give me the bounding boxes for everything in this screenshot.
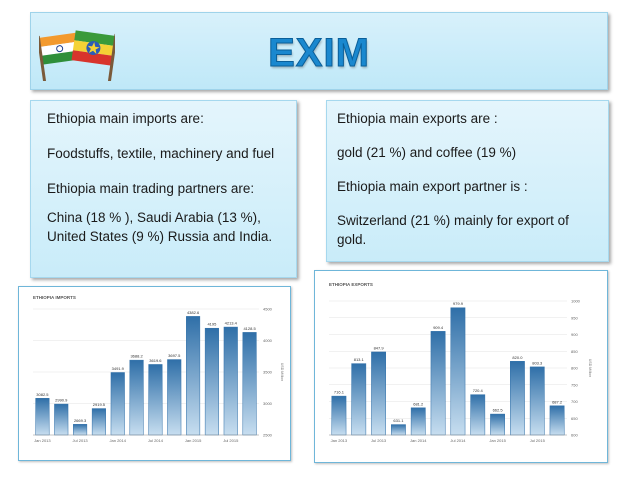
- y-tick-label: 4500: [263, 307, 273, 312]
- data-label: 847.9: [374, 345, 385, 350]
- exports-chart: ETHIOPIA EXPORTS 600 650 700 750 800 850 900 950…: [329, 282, 592, 443]
- exports-heading: Ethiopia main exports are :: [337, 111, 498, 126]
- data-label: 909.4: [433, 325, 444, 330]
- export-partner: Switzerland (21 %) mainly for export of …: [337, 213, 569, 247]
- bar: [242, 332, 257, 436]
- y-axis-label: USD Million: [280, 363, 284, 381]
- data-label: 3082.5: [36, 392, 49, 397]
- bar: [470, 394, 486, 436]
- chart-title: ETHIOPIA IMPORTS: [33, 295, 76, 300]
- bar: [450, 307, 466, 436]
- data-label: 2919.5: [93, 402, 106, 407]
- data-label: 4128.5: [243, 326, 256, 331]
- y-tick-label: 850: [571, 349, 578, 354]
- page-title: EXIM: [268, 31, 370, 76]
- y-tick-label: 750: [571, 382, 578, 387]
- data-label: 4195: [207, 322, 217, 327]
- data-label: 3697.5: [168, 353, 181, 358]
- partners-list: China (18 % ), Saudi Arabia (13 %), Unit…: [47, 210, 273, 244]
- x-tick-label: Jul 2014: [148, 438, 164, 443]
- bar: [549, 405, 565, 436]
- y-tick-label: 1000: [571, 299, 581, 304]
- bar: [430, 331, 446, 436]
- data-label: 3688.2: [130, 354, 143, 359]
- bar: [54, 403, 69, 436]
- y-tick-label: 3500: [263, 370, 273, 375]
- y-tick-label: 600: [571, 433, 578, 438]
- data-label: 813.1: [354, 357, 365, 362]
- data-label: 687.2: [552, 399, 563, 404]
- data-label: 979.9: [453, 301, 464, 306]
- x-tick-label: Jan 2013: [331, 438, 348, 443]
- data-label: 662.5: [493, 408, 504, 413]
- y-tick-label: 650: [571, 416, 578, 421]
- bar: [351, 363, 367, 436]
- bar: [371, 351, 386, 436]
- bar: [204, 327, 219, 436]
- x-tick-label: Jul 2015: [530, 438, 546, 443]
- x-tick-label: Jul 2015: [223, 438, 239, 443]
- bar: [129, 359, 144, 436]
- x-tick-label: Jul 2013: [371, 438, 387, 443]
- data-label: 716.1: [334, 390, 345, 395]
- x-tick-label: Jan 2014: [410, 438, 427, 443]
- x-tick-label: Jul 2013: [73, 438, 89, 443]
- y-tick-label: 4000: [263, 338, 273, 343]
- bar: [510, 361, 525, 436]
- imports-chart: ETHIOPIA IMPORTS 2500 3000 3500 4000 4500 3082…: [33, 295, 284, 443]
- x-tick-label: Jul 2014: [450, 438, 466, 443]
- bar: [490, 413, 505, 436]
- y-tick-label: 950: [571, 315, 578, 320]
- imports-items: Foodstuffs, textile, machinery and fuel: [47, 146, 275, 161]
- x-tick-label: Jan 2015: [489, 438, 506, 443]
- bar: [110, 372, 125, 436]
- bar: [331, 395, 347, 436]
- data-label: 631.1: [393, 418, 404, 423]
- partners-heading: Ethiopia main trading partners are:: [47, 181, 255, 196]
- y-tick-label: 3000: [263, 401, 273, 406]
- chart-title: ETHIOPIA EXPORTS: [329, 282, 373, 287]
- x-tick-label: Jan 2014: [110, 438, 127, 443]
- imports-heading: Ethiopia main imports are:: [47, 111, 204, 126]
- export-partner-heading: Ethiopia main export partner is :: [337, 179, 528, 194]
- data-label: 803.3: [532, 360, 543, 365]
- y-tick-label: 900: [571, 332, 578, 337]
- bar: [148, 364, 163, 436]
- data-label: 2669.3: [74, 418, 87, 423]
- bar: [223, 326, 238, 436]
- data-label: 720.4: [473, 388, 484, 393]
- data-label: 3619.6: [149, 358, 162, 363]
- exports-chart-frame: ETHIOPIA EXPORTS 600 650 700 750 800 850 900 950…: [314, 270, 608, 463]
- exports-box: Ethiopia main exports are : gold (21 %) …: [326, 100, 609, 262]
- bar: [91, 408, 106, 436]
- data-label: 820.0: [512, 355, 523, 360]
- y-tick-label: 800: [571, 366, 578, 371]
- data-label: 3491.9: [112, 366, 125, 371]
- imports-chart-frame: ETHIOPIA IMPORTS 2500 3000 3500 4000 4500 3082…: [18, 286, 291, 461]
- exports-items: gold (21 %) and coffee (19 %): [337, 145, 517, 160]
- flags-icon: [39, 30, 115, 81]
- bar: [167, 359, 182, 436]
- bar: [186, 316, 201, 436]
- bar: [391, 424, 406, 436]
- title-banner: EXIM: [30, 12, 608, 90]
- y-axis-label: USD Million: [588, 359, 592, 377]
- x-tick-label: Jan 2015: [185, 438, 202, 443]
- y-tick-label: 700: [571, 399, 578, 404]
- imports-box: Ethiopia main imports are: Foodstuffs, t…: [30, 100, 297, 278]
- x-tick-label: Jan 2013: [34, 438, 51, 443]
- bar: [73, 424, 88, 436]
- data-label: 4382.6: [187, 310, 200, 315]
- bar: [410, 407, 426, 436]
- data-label: 4213.4: [225, 321, 238, 326]
- data-label: 2990.9: [55, 398, 68, 403]
- bar: [529, 366, 545, 436]
- y-tick-label: 2500: [263, 433, 273, 438]
- bar: [35, 398, 50, 436]
- data-label: 681.2: [413, 401, 424, 406]
